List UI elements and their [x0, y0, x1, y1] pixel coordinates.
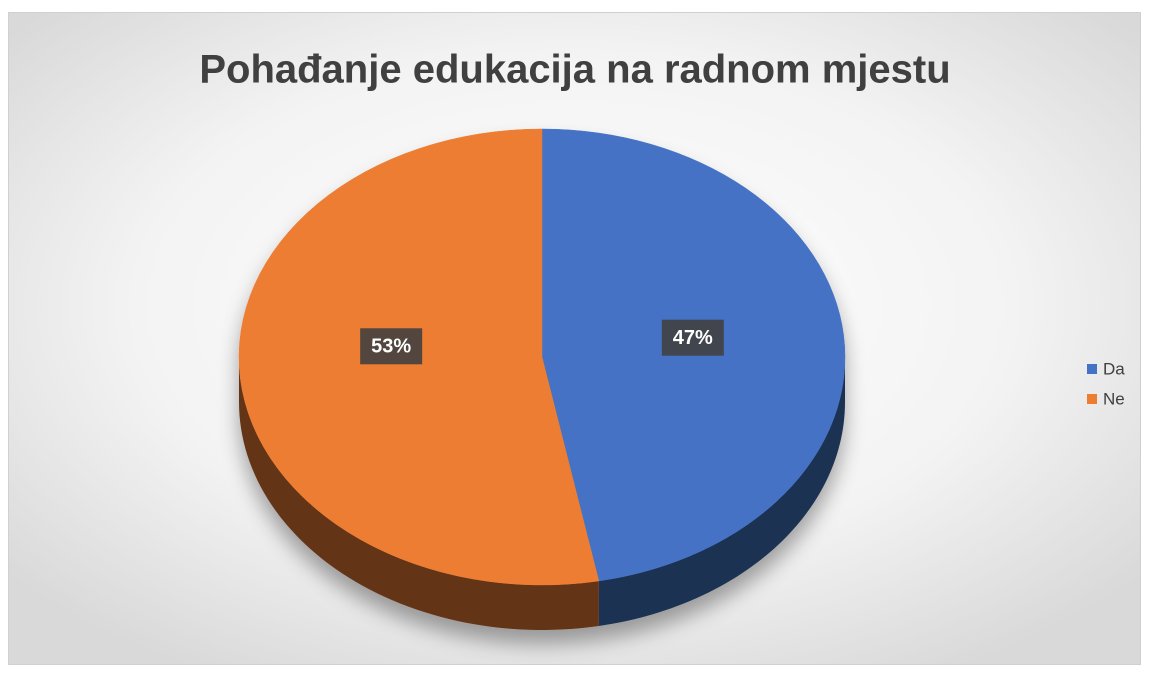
data-label-box: [360, 328, 423, 365]
chart-title: Pohađanje edukacija na radnom mjestu: [199, 48, 950, 92]
labels: 47% 53%: [360, 319, 724, 365]
legend: Da Ne: [1087, 359, 1125, 408]
data-label: 47%: [673, 327, 713, 349]
data-label-box: [661, 319, 724, 356]
data-label: 53%: [371, 336, 411, 358]
pie: [238, 128, 846, 630]
slice-side: [239, 357, 599, 630]
legend-label: Da: [1103, 359, 1125, 378]
slice-side: [598, 357, 845, 626]
legend-swatch: [1087, 364, 1097, 374]
legend-label: Ne: [1103, 389, 1125, 408]
legend-swatch: [1087, 394, 1097, 404]
